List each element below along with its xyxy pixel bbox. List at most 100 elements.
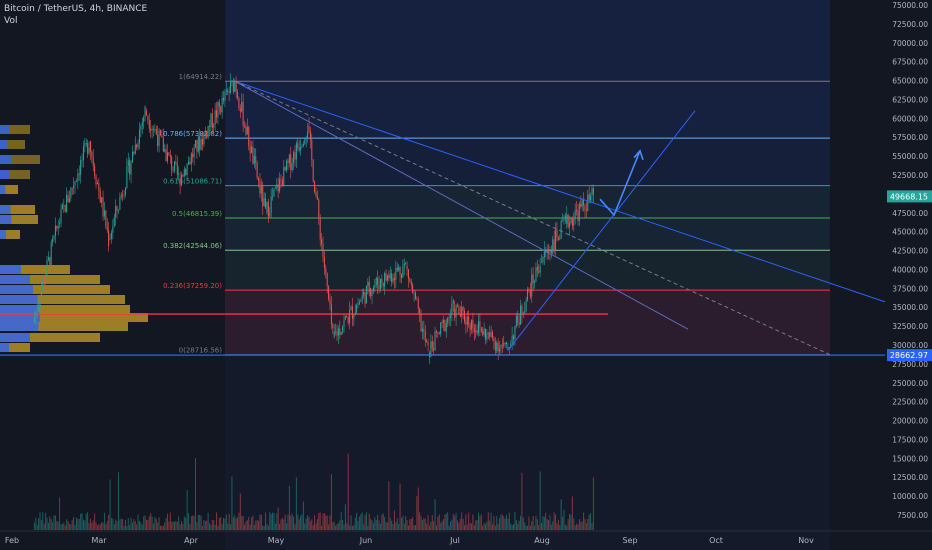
candle-body xyxy=(517,315,519,323)
volume-bar xyxy=(567,519,569,530)
volume-bar xyxy=(277,507,279,530)
volume-bar xyxy=(295,477,297,530)
volume-profile-bar xyxy=(0,285,33,294)
volume-bar xyxy=(103,512,105,530)
volume-bar xyxy=(140,522,142,530)
candle-body xyxy=(525,300,527,311)
volume-bar xyxy=(353,525,355,530)
volume-bar xyxy=(159,525,161,530)
candle-body xyxy=(54,225,56,236)
volume-bar xyxy=(314,515,316,530)
volume-bar xyxy=(480,514,482,530)
price-tick: 40000.00 xyxy=(892,265,928,274)
volume-bar xyxy=(426,523,428,530)
candle-body xyxy=(454,308,456,318)
candle-body xyxy=(416,299,418,300)
candle-body xyxy=(266,201,268,213)
candle-body xyxy=(270,196,272,213)
candle-body xyxy=(237,92,239,99)
volume-bar xyxy=(234,515,236,530)
candle-body xyxy=(500,345,502,349)
candle-body xyxy=(570,217,572,223)
volume-bar xyxy=(133,519,135,530)
candle-body xyxy=(325,267,327,273)
candle-body xyxy=(538,270,540,273)
candle-body xyxy=(321,239,323,244)
candle-body xyxy=(427,342,429,346)
volume-bar xyxy=(217,525,219,530)
candle-body xyxy=(228,91,230,93)
volume-bar xyxy=(416,496,418,530)
candle-body xyxy=(452,300,454,304)
volume-bar xyxy=(456,520,458,530)
time-tick: Jul xyxy=(449,536,460,545)
volume-bar xyxy=(372,523,374,530)
candle-body xyxy=(74,181,76,186)
candle-body xyxy=(136,144,138,148)
volume-bar xyxy=(392,523,394,530)
candle-body xyxy=(402,266,404,278)
volume-bar xyxy=(511,525,513,530)
candle-body xyxy=(388,275,390,279)
volume-bar xyxy=(557,519,559,530)
volume-bar xyxy=(270,514,272,530)
volume-bar xyxy=(256,520,258,530)
fib-label: 0(28716.56) xyxy=(179,347,223,355)
volume-bar xyxy=(332,522,334,530)
volume-bar xyxy=(360,514,362,530)
candle-body xyxy=(81,159,83,161)
candle-body xyxy=(206,131,208,138)
candle-body xyxy=(577,210,579,222)
time-tick: Mar xyxy=(91,536,107,545)
volume-bar xyxy=(384,516,386,530)
candle-body xyxy=(360,300,362,302)
candle-body xyxy=(461,306,463,317)
candle-body xyxy=(405,262,407,264)
candle-body xyxy=(210,113,212,128)
volume-bar xyxy=(342,520,344,530)
candle-body xyxy=(307,131,309,138)
candle-body xyxy=(407,269,409,279)
candle-body xyxy=(455,305,457,318)
candle-body xyxy=(347,317,349,323)
price-tick: 70000.00 xyxy=(892,39,928,48)
candle-body xyxy=(38,305,40,311)
candle-body xyxy=(84,143,86,147)
candle-body xyxy=(158,130,160,147)
candle-body xyxy=(272,196,274,198)
volume-bar xyxy=(200,515,202,530)
volume-bar xyxy=(154,517,156,530)
candle-body xyxy=(370,288,372,296)
candle-body xyxy=(161,135,163,138)
volume-bar xyxy=(67,521,69,530)
volume-bar xyxy=(85,513,87,530)
volume-bar xyxy=(437,516,439,530)
candle-body xyxy=(567,214,569,228)
volume-bar xyxy=(449,521,451,530)
candle-body xyxy=(496,342,498,351)
volume-bar xyxy=(74,524,76,530)
volume-bar xyxy=(161,525,163,530)
volume-bar xyxy=(357,521,359,530)
candle-body xyxy=(262,186,264,207)
volume-bar xyxy=(148,516,150,530)
candle-body xyxy=(437,332,439,334)
volume-bar xyxy=(253,525,255,530)
volume-bar xyxy=(64,525,66,530)
candle-body xyxy=(563,219,565,221)
price-tick: 67500.00 xyxy=(892,58,928,67)
volume-bar xyxy=(307,515,309,530)
volume-profile-bar xyxy=(0,170,30,179)
volume-bar xyxy=(344,504,346,530)
price-tick: 35000.00 xyxy=(892,303,928,312)
candle-body xyxy=(172,169,174,171)
candle-body xyxy=(462,306,464,311)
candle-body xyxy=(284,167,286,171)
trend-line xyxy=(234,80,689,330)
candle-body xyxy=(304,139,306,145)
candle-body xyxy=(109,238,111,240)
candle-body xyxy=(349,309,351,323)
volume-bar xyxy=(59,497,61,530)
